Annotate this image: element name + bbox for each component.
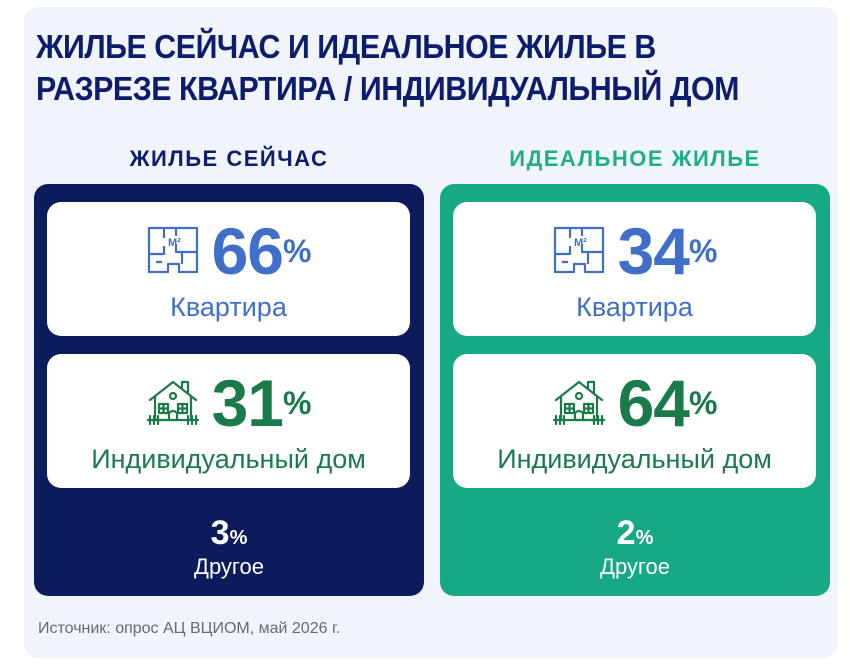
- house-icon: [552, 380, 605, 426]
- house-icon: [146, 380, 199, 426]
- page-title: ЖИЛЬЕ СЕЙЧАС И ИДЕАЛЬНОЕ ЖИЛЬЕ В РАЗРЕЗЕ…: [36, 28, 740, 107]
- percent-sign: %: [688, 232, 718, 269]
- svg-text:M²: M²: [168, 237, 181, 249]
- other-label: Другое: [600, 554, 670, 579]
- apartment-label: Квартира: [170, 292, 287, 322]
- percent-sign: %: [282, 232, 312, 269]
- house-label: Индивидуальный дом: [497, 444, 772, 474]
- other-label: Другое: [194, 554, 264, 579]
- apartment-label: Квартира: [576, 292, 693, 322]
- house-value: 64: [617, 366, 690, 440]
- column-heading-current: ЖИЛЬЕ СЕЙЧАС: [129, 146, 329, 171]
- apartment-value: 34: [617, 214, 690, 288]
- panel-current: M² 66% Квартира 31% Индивидуальный дом: [34, 184, 424, 596]
- house-value: 31: [211, 366, 284, 440]
- percent-sign: %: [229, 527, 248, 549]
- apartment-plan-icon: M²: [553, 226, 604, 274]
- apartment-box: M² 66% Квартира: [47, 202, 410, 336]
- house-box: 64% Индивидуальный дом: [453, 354, 816, 488]
- other-value: 3: [210, 514, 230, 552]
- source-note: Источник: опрос АЦ ВЦИОМ, май 2026 г.: [38, 620, 341, 637]
- apartment-box: M² 34% Квартира: [453, 202, 816, 336]
- percent-sign: %: [282, 384, 312, 421]
- percent-sign: %: [635, 527, 654, 549]
- apartment-plan-icon: M²: [147, 226, 198, 274]
- other-value: 2: [616, 514, 636, 552]
- other-block: 2% Другое: [440, 514, 830, 580]
- svg-text:M²: M²: [574, 237, 587, 249]
- column-heading-ideal: ИДЕАЛЬНОЕ ЖИЛЬЕ: [509, 146, 761, 171]
- house-box: 31% Индивидуальный дом: [47, 354, 410, 488]
- apartment-value: 66: [211, 214, 284, 288]
- house-label: Индивидуальный дом: [91, 444, 366, 474]
- panel-ideal: M² 34% Квартира 64% Индивидуальный дом: [440, 184, 830, 596]
- other-block: 3% Другое: [34, 514, 424, 580]
- percent-sign: %: [688, 384, 718, 421]
